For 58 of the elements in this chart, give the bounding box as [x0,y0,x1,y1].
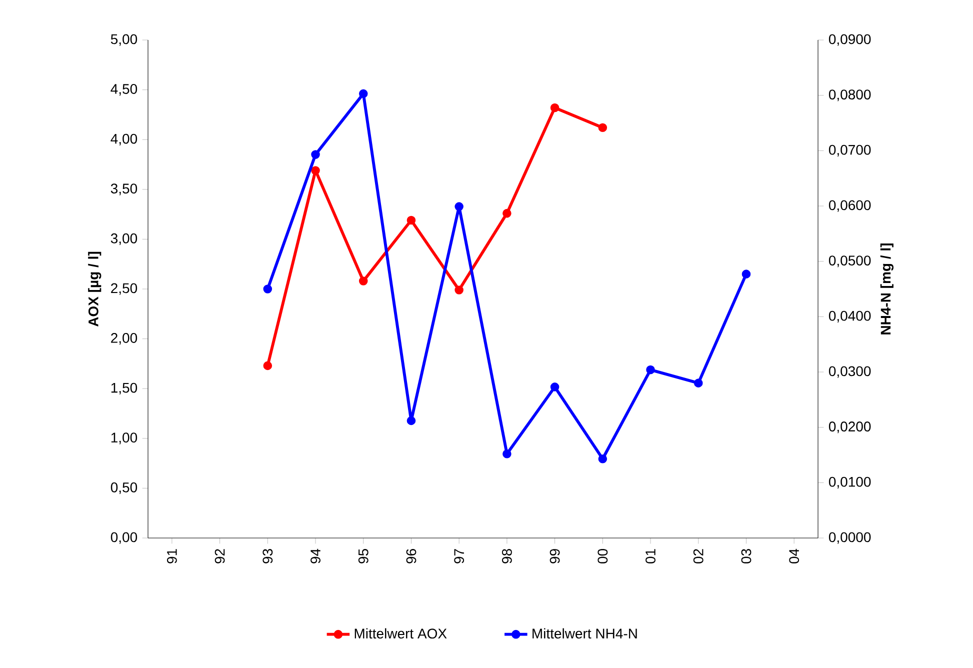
point [454,286,464,294]
x-tick-label: 95 [358,548,368,564]
y2-tick-label: 0,0400 [828,310,871,322]
y2-axis-title: NH4-N [mg / l] [880,244,894,334]
y2-tick-label: 0,0800 [828,90,871,102]
x-tick-label: 02 [693,549,704,564]
point [311,166,320,175]
y2-tick-label: 0,0500 [828,256,871,268]
y-tick-label: 0,50 [110,482,138,494]
y-tick-label: 3,50 [110,184,138,196]
y2-tick-label: 0,0200 [828,422,871,434]
point [598,123,608,132]
y-tick-label: 5,00 [110,34,138,46]
point [454,202,464,211]
point [550,382,560,392]
point [358,276,368,286]
point [742,270,751,278]
x-tick-label: 91 [166,549,177,564]
point [550,103,560,112]
y2-tick-label: 0,0300 [828,366,871,378]
point [263,284,272,294]
y-axis-title: AOX [µg / l] [88,252,102,327]
y2-tick-label: 0,0000 [828,532,871,544]
point [646,365,655,374]
x-tick-label: 96 [406,549,416,564]
point [502,208,512,218]
point [358,89,368,98]
y-tick-label: 4,50 [110,84,138,96]
y2-tick-label: 0,0600 [828,200,871,212]
point [406,216,416,225]
legend-label: Mittelwert NH4-N [532,628,637,639]
y-tick-label: 2,00 [111,333,138,345]
x-tick-label: 94 [310,548,320,564]
y-tick-label: 1,00 [111,432,138,444]
x-tick-label: 03 [741,549,752,564]
x-tick-label: 04 [789,548,800,564]
x-tick-label: 00 [598,548,608,564]
y2-tick-label: 0,0900 [828,34,871,46]
y2-tick-label: 0,0700 [828,144,871,156]
y-tick-label: 0,00 [110,532,138,544]
point [598,454,608,464]
point [263,361,272,370]
y-tick-label: 3,00 [110,233,138,245]
x-tick-label: 99 [550,549,560,564]
point [694,378,703,388]
x-tick-label: 97 [454,549,464,564]
y-tick-label: 1,50 [111,382,138,394]
x-tick-label: 01 [646,549,656,564]
point [502,449,512,458]
x-tick-label: 92 [214,549,225,564]
point [311,150,320,159]
point [406,416,416,426]
legend-label: Mittelwert AOX [354,628,447,639]
y-tick-label: 4,00 [110,134,138,146]
x-tick-label: 98 [502,549,512,564]
y2-tick-label: 0,0100 [828,476,871,488]
x-tick-label: 93 [262,549,273,564]
y-tick-label: 2,50 [111,283,138,295]
